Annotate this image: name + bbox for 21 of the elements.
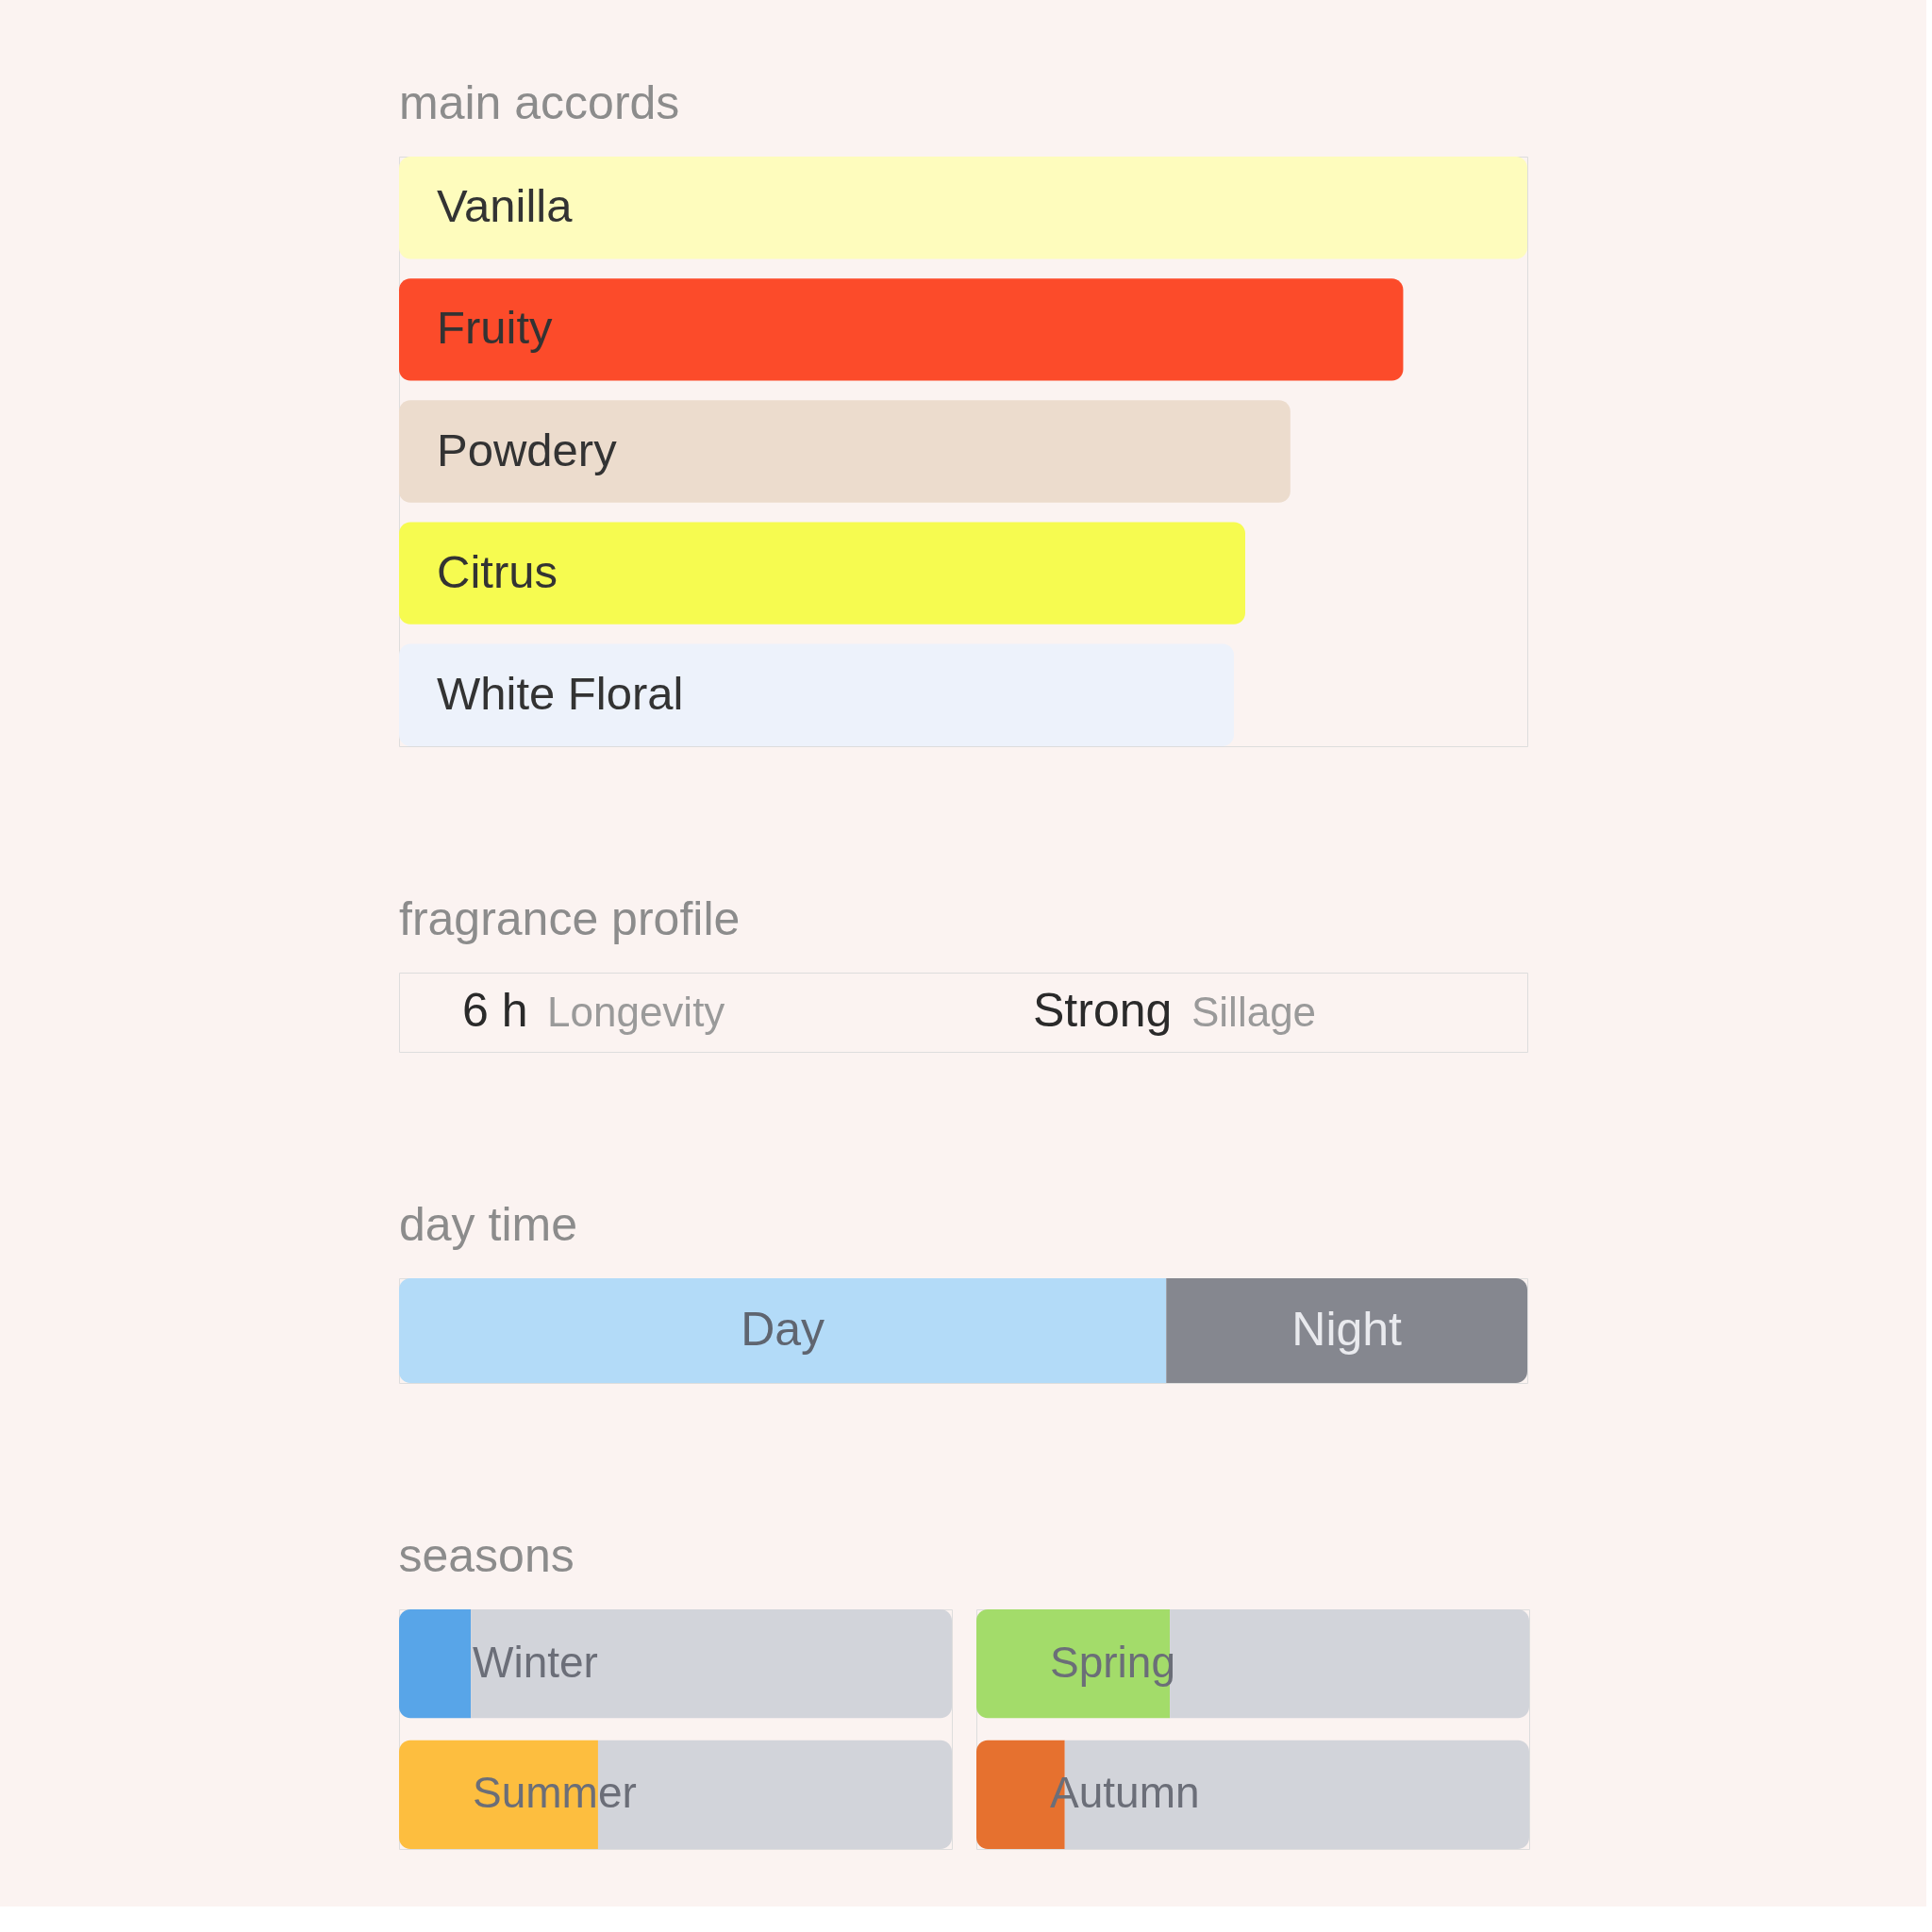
text: fragrance profile: [399, 892, 741, 945]
bar: [399, 522, 1245, 625]
chart-title: main accords: [399, 76, 680, 129]
y-tick-label: Powdery: [437, 424, 618, 475]
bar: [399, 278, 1404, 381]
bar: [399, 400, 1291, 503]
text: Longevity: [547, 989, 725, 1035]
bar: [399, 157, 1527, 259]
y-tick-label: Fruity: [437, 302, 553, 354]
series-label: Night: [1291, 1302, 1403, 1356]
chart-title: day time: [399, 1198, 577, 1251]
y-tick-label: Winter: [473, 1637, 598, 1687]
chart-title: seasons: [398, 1528, 575, 1582]
series-label: Day: [741, 1302, 825, 1356]
y-tick-label: Citrus: [437, 545, 558, 597]
text: Strong: [1033, 984, 1173, 1037]
bar: [399, 643, 1235, 746]
text: Sillage: [1191, 989, 1317, 1035]
text: 6 h: [462, 984, 528, 1037]
y-tick-label: Vanilla: [437, 180, 574, 232]
y-tick-label: White Floral: [437, 667, 684, 719]
